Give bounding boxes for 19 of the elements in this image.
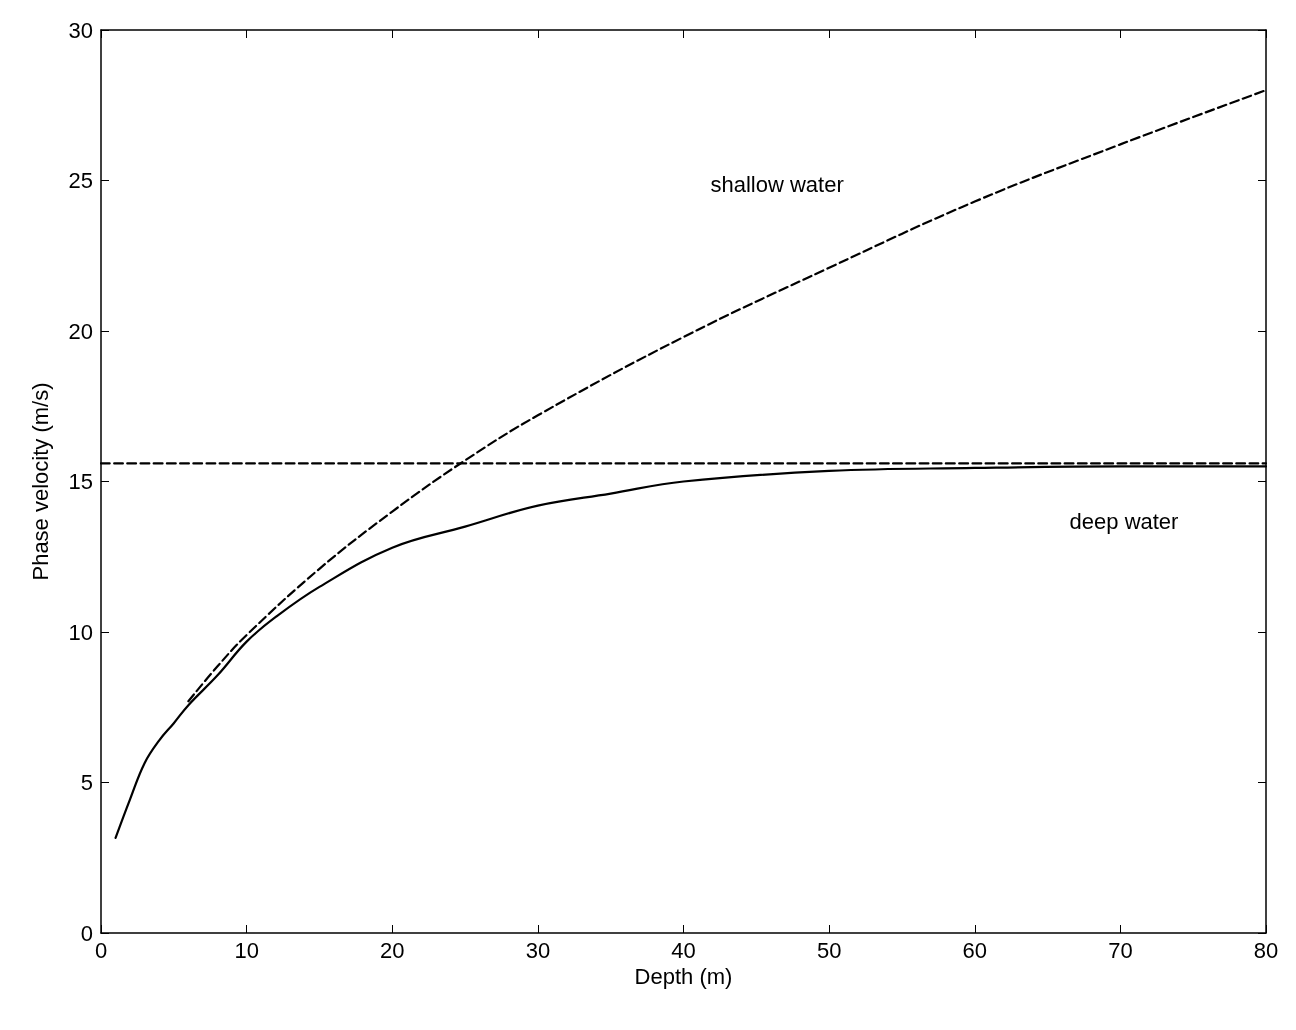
x-tick-label: 50	[816, 937, 842, 963]
x-tick-label: 10	[234, 937, 259, 963]
x-tick-label: 30	[525, 937, 551, 963]
x-axis-title: Depth (m)	[634, 964, 733, 990]
y-tick-label: 25	[68, 168, 93, 193]
y-tick-label: 5	[80, 770, 93, 795]
y-tick-label: 30	[68, 17, 93, 43]
y-tick-label: 10	[68, 619, 93, 645]
x-tick-label: 80	[1253, 937, 1279, 963]
y-tick-label: 0	[80, 920, 93, 946]
y-tick-label: 20	[68, 318, 93, 344]
x-tick-label: 70	[1108, 937, 1133, 963]
x-tick-label: 60	[962, 937, 987, 963]
y-tick-label: 15	[68, 469, 93, 494]
y-axis-title: Phase velocity (m/s)	[27, 382, 53, 581]
text: shallow water	[710, 172, 844, 198]
x-tick-label: 40	[671, 937, 696, 963]
x-tick-label: 20	[380, 937, 405, 963]
text: deep water	[1069, 508, 1179, 534]
